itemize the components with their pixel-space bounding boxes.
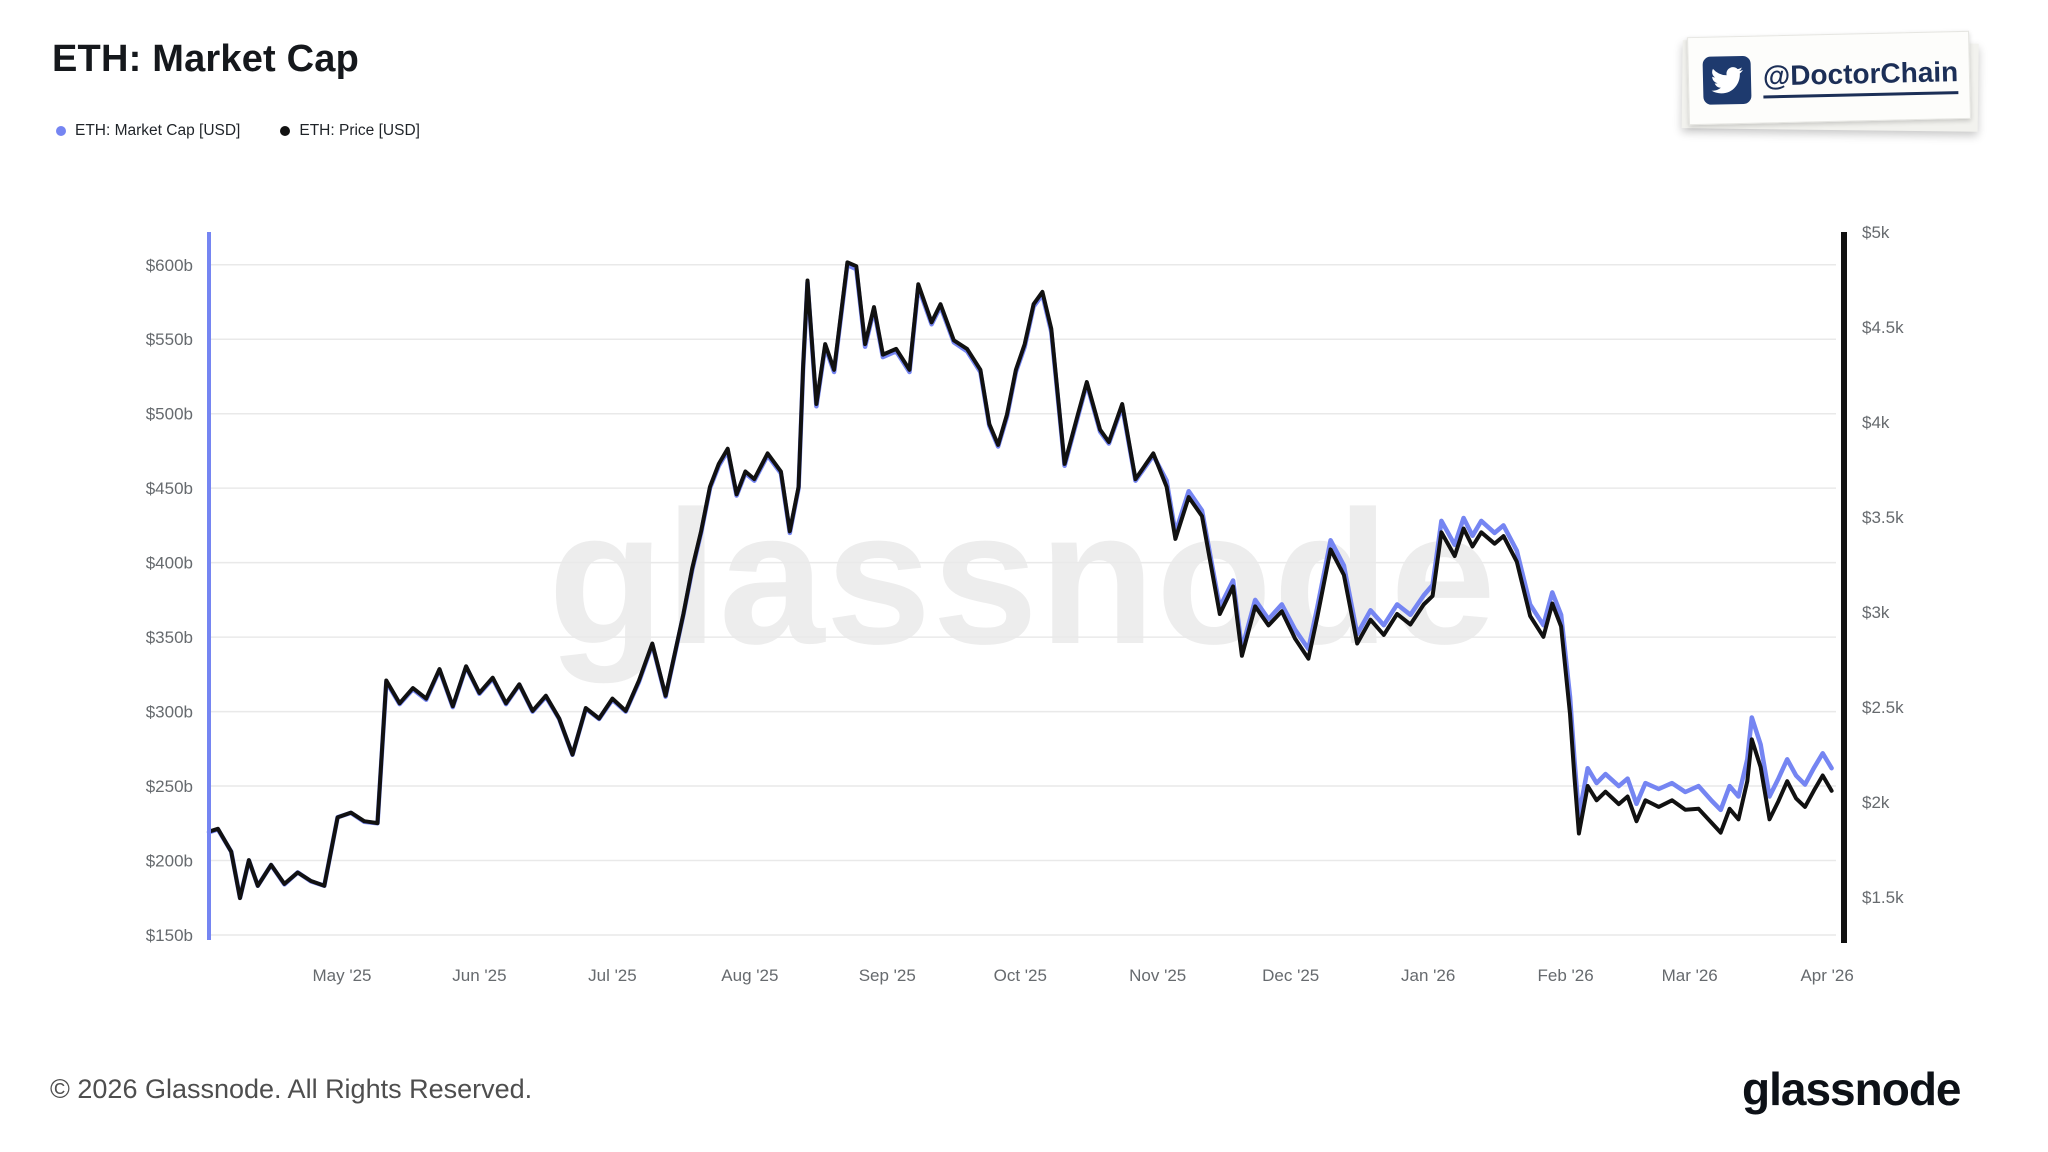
svg-text:$200b: $200b xyxy=(146,852,193,871)
svg-text:Feb '26: Feb '26 xyxy=(1537,966,1593,985)
svg-text:$600b: $600b xyxy=(146,256,193,275)
legend-label-price: ETH: Price [USD] xyxy=(299,122,420,139)
svg-text:Sep '25: Sep '25 xyxy=(859,966,916,985)
svg-text:$150b: $150b xyxy=(146,926,193,945)
svg-text:$2.5k: $2.5k xyxy=(1862,698,1904,717)
svg-text:Mar '26: Mar '26 xyxy=(1662,966,1718,985)
twitter-icon xyxy=(1702,55,1752,105)
svg-text:Jan '26: Jan '26 xyxy=(1401,966,1455,985)
copyright-text: © 2026 Glassnode. All Rights Reserved. xyxy=(50,1074,533,1104)
doctorchain-badge-card: @DoctorChain xyxy=(1687,30,1971,126)
svg-text:Dec '25: Dec '25 xyxy=(1262,966,1319,985)
svg-text:Oct '25: Oct '25 xyxy=(994,966,1047,985)
svg-text:$450b: $450b xyxy=(146,479,193,498)
svg-text:Jun '25: Jun '25 xyxy=(452,966,506,985)
legend-item-price[interactable]: ETH: Price [USD] xyxy=(280,122,420,140)
price-series-dot-icon xyxy=(280,126,291,136)
svg-text:$550b: $550b xyxy=(146,330,193,349)
glassnode-logo: glassnode xyxy=(1742,1063,1962,1115)
legend-label-marketcap: ETH: Market Cap [USD] xyxy=(75,122,241,139)
svg-text:$1.5k: $1.5k xyxy=(1862,888,1904,907)
svg-text:$4.5k: $4.5k xyxy=(1862,318,1904,337)
svg-text:$5k: $5k xyxy=(1862,223,1890,242)
marketcap-series-dot-icon xyxy=(56,126,66,136)
doctorchain-badge: @DoctorChain xyxy=(1687,30,1971,126)
svg-text:Nov '25: Nov '25 xyxy=(1129,966,1186,985)
svg-text:$2k: $2k xyxy=(1862,793,1890,812)
svg-text:$4k: $4k xyxy=(1862,413,1890,432)
chart-legend: ETH: Market Cap [USD] ETH: Price [USD] xyxy=(56,122,420,140)
svg-text:$300b: $300b xyxy=(146,703,193,722)
svg-text:Aug '25: Aug '25 xyxy=(721,966,778,985)
svg-text:$3k: $3k xyxy=(1862,603,1890,622)
svg-text:Apr '26: Apr '26 xyxy=(1800,966,1853,985)
svg-text:$250b: $250b xyxy=(146,777,193,796)
svg-text:$3.5k: $3.5k xyxy=(1862,508,1904,527)
svg-text:May '25: May '25 xyxy=(312,966,371,985)
svg-text:$350b: $350b xyxy=(146,628,193,647)
svg-text:Jul '25: Jul '25 xyxy=(588,966,637,985)
svg-text:$500b: $500b xyxy=(146,405,193,424)
legend-item-marketcap[interactable]: ETH: Market Cap [USD] xyxy=(56,122,240,140)
page-title: ETH: Market Cap xyxy=(52,38,360,80)
svg-text:$400b: $400b xyxy=(146,554,193,573)
